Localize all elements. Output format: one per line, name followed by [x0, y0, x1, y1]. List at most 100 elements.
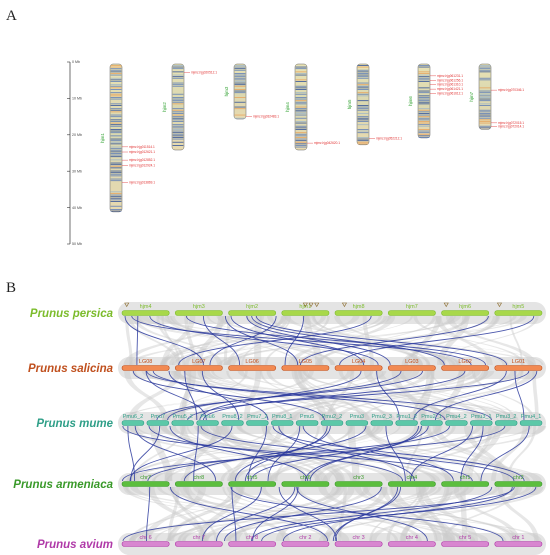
- density-band: [234, 69, 246, 71]
- chromosome-bar: [228, 365, 277, 371]
- synteny-ribbon: [222, 487, 327, 541]
- chromosome-bar: [441, 541, 490, 547]
- chromosome-label: Pmu3: [350, 414, 364, 420]
- density-band: [172, 97, 184, 98]
- density-band: [172, 141, 184, 143]
- synteny-ribbon: [389, 487, 438, 541]
- density-band: [357, 89, 369, 90]
- chromosome-label: LG05: [299, 359, 312, 365]
- density-band: [295, 141, 307, 143]
- chromosome-label: chr7: [140, 475, 151, 481]
- synteny-link: [224, 315, 299, 366]
- synteny-link: [302, 425, 454, 482]
- species-chromosome: LG02: [441, 359, 490, 371]
- synteny-link: [460, 425, 484, 482]
- chromosome-label: Pmu3_1: [471, 414, 492, 420]
- density-band: [110, 191, 122, 193]
- density-band: [234, 85, 246, 87]
- density-band: [418, 79, 430, 81]
- density-band: [479, 69, 491, 71]
- synteny-link: [250, 425, 429, 482]
- gene-triangle-marker: [443, 302, 449, 308]
- ruler-tick-label: 40 Mb: [72, 206, 82, 210]
- synteny-ribbon: [184, 316, 196, 365]
- synteny-ribbon: [197, 371, 293, 420]
- density-band: [479, 116, 491, 118]
- synteny-ribbon: [166, 316, 336, 365]
- density-band: [172, 109, 184, 111]
- chromosome-label: hjm5: [512, 304, 524, 310]
- synteny-ribbon: [226, 316, 289, 365]
- chromosome-bar: [174, 365, 223, 371]
- density-band: [357, 140, 369, 142]
- synteny-ribbon: [167, 487, 245, 541]
- synteny-link: [278, 486, 338, 542]
- synteny-ribbon: [338, 371, 447, 420]
- synteny-ribbon: [183, 426, 220, 481]
- chromosome-label: LG03: [405, 359, 418, 365]
- density-band: [418, 76, 430, 78]
- species-chromosome: chr 4: [387, 535, 436, 547]
- synteny-link: [148, 425, 404, 482]
- chromosome-bar: [470, 420, 493, 426]
- synteny-ribbon: [128, 371, 181, 420]
- gene-triangle-marker: [302, 302, 308, 308]
- synteny-ribbon: [166, 426, 376, 481]
- density-band: [357, 76, 369, 78]
- chromosome-label: Pmu4_2: [446, 414, 467, 420]
- synteny-link: [203, 370, 466, 421]
- chromosome-label: Pmu5: [300, 414, 314, 420]
- density-band: [295, 89, 307, 90]
- chromosome-label: chr 3: [353, 535, 365, 541]
- synteny-ribbon: [418, 487, 479, 541]
- gene-label: mjmz.hjg011514.1: [129, 145, 155, 149]
- synteny-ribbon: [167, 487, 180, 541]
- density-band: [357, 105, 369, 106]
- density-band: [110, 93, 122, 95]
- synteny-ribbon: [156, 316, 186, 365]
- density-band: [357, 69, 369, 71]
- density-band: [110, 140, 122, 142]
- density-band: [418, 101, 430, 103]
- chromosome-name: hjm6: [408, 96, 413, 106]
- ruler-tick-label: 20 Mb: [72, 133, 82, 137]
- density-band: [110, 165, 122, 167]
- ruler-tick-label: 10 Mb: [72, 97, 82, 101]
- species-chromosome: Pmu8_1: [270, 414, 294, 426]
- synteny-link: [413, 370, 507, 421]
- species-chromosome: chr3: [334, 475, 383, 487]
- density-band: [418, 65, 430, 66]
- synteny-ribbon: [130, 487, 244, 541]
- density-band: [357, 93, 369, 95]
- chromosome-bar: [121, 541, 170, 547]
- density-band: [357, 65, 369, 66]
- density-band: [295, 121, 307, 122]
- density-band: [418, 95, 430, 97]
- chromosome-bar: [121, 365, 170, 371]
- density-band: [234, 92, 246, 94]
- density-band: [479, 127, 491, 129]
- synteny-ribbon: [318, 487, 544, 541]
- synteny-link: [178, 315, 372, 366]
- synteny-ribbon: [173, 371, 248, 420]
- ruler-tick-label: 50 Mb: [72, 242, 82, 246]
- chromosome-label: Pmu5_2: [172, 414, 193, 420]
- synteny-link: [136, 315, 139, 366]
- chromosome-bar: [121, 310, 170, 316]
- density-band: [418, 114, 430, 116]
- species-chromosome: hjm6: [441, 304, 490, 316]
- density-band: [110, 73, 122, 74]
- species-chromosome: chr 6: [121, 535, 170, 547]
- synteny-link: [187, 370, 530, 421]
- density-band: [234, 106, 246, 108]
- synteny-link: [246, 315, 391, 366]
- density-band: [110, 125, 122, 127]
- density-band: [110, 119, 122, 121]
- synteny-ribbon: [193, 316, 461, 365]
- synteny-link: [267, 425, 301, 482]
- density-band: [295, 68, 307, 70]
- density-band: [479, 65, 491, 66]
- gene-triangle-marker: [496, 302, 502, 308]
- density-band: [172, 100, 184, 102]
